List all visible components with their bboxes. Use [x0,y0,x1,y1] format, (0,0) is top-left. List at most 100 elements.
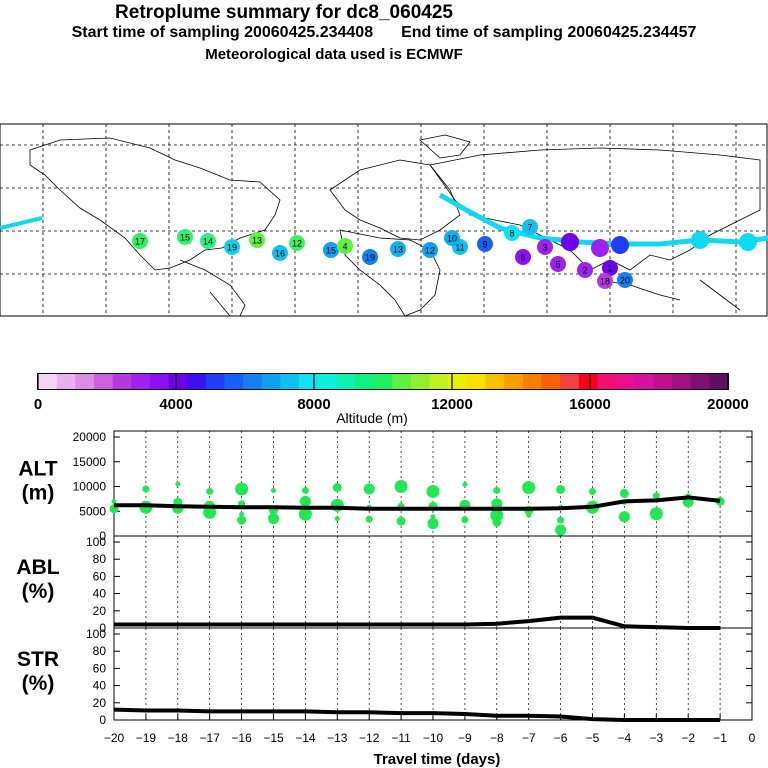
plume-marker: 18 [597,273,613,289]
y-tick-label: 15000 [73,455,107,469]
plume-marker: 7 [522,219,538,235]
colorbar-cell [429,374,449,389]
plume-blob [739,233,757,251]
scatter-point [142,485,150,493]
colorbar-cell [205,374,225,389]
plume-label: 15 [180,233,190,243]
scatter-point [239,511,245,517]
colorbar-tick-label: 12000 [431,396,473,413]
plume-marker: 2 [577,262,593,278]
plume-marker: 9 [477,236,493,252]
plume-marker: 17 [132,233,148,249]
plume-marker: 8 [504,225,520,241]
scatter-point [332,482,342,492]
plume-label: 11 [455,243,464,253]
plume-blob [691,231,709,249]
x-tick-label: −5 [586,731,600,745]
colorbar-cell [38,374,58,389]
colorbar-tick-label: 20000 [707,396,749,413]
plume-label: 16 [275,249,285,259]
plume-marker: 19 [224,239,240,255]
colorbar-cell [578,374,598,389]
colorbar-cell [112,374,132,389]
colorbar-cell [336,374,356,389]
end-time-label: End time of sampling 20060425.234457 [401,24,697,41]
plume-label: 19 [227,243,237,253]
colorbar-cell [560,374,580,389]
colorbar-cell [485,374,505,389]
scatter-point [522,480,536,494]
plume-label: 8 [509,229,514,239]
colorbar-cell [168,374,188,389]
plume-marker: 16 [272,245,288,261]
sampling-times: Start time of sampling 20060425.234408 En… [0,24,768,42]
x-tick-label: −4 [618,731,632,745]
scatter-point [461,516,469,524]
x-tick-label: −7 [522,731,536,745]
y-tick-label: 0 [99,713,106,727]
colorbar-cell [448,374,468,389]
x-tick-label: −2 [681,731,695,745]
colorbar-cell [541,374,561,389]
x-tick-label: −17 [200,731,221,745]
y-tick-label: 100 [86,627,106,641]
plume-label: 7 [527,223,532,233]
plume-marker: 3 [537,239,553,255]
plume-marker: 6 [515,249,531,265]
x-tick-label: −14 [295,731,316,745]
plume-label: 13 [393,245,403,255]
scatter-point [299,495,311,507]
scatter-point [618,511,630,523]
colorbar-cell [355,374,375,389]
colorbar-tick-label: 8000 [297,396,330,413]
scatter-point [462,482,468,488]
plume-marker: 1 [602,260,618,276]
y-tick-label: 40 [93,587,107,601]
colorbar-cell [504,374,524,389]
colorbar-cell [392,374,412,389]
colorbar-cell [224,374,244,389]
x-axis-title: Travel time (days) [374,751,501,768]
plume-marker: 10 [444,230,460,246]
colorbar-cell [690,374,710,389]
plume-label: 20 [620,276,630,286]
x-tick-label: −1 [713,731,727,745]
x-tick-label: −15 [263,731,284,745]
x-tick-label: −8 [490,731,504,745]
x-tick-label: −6 [554,731,568,745]
scatter-point [490,508,504,522]
plume-label: 18 [600,277,610,287]
scatter-point [394,480,408,493]
scatter-point [298,507,312,521]
colorbar-cell [56,374,76,389]
scatter-point [619,488,629,498]
y-tick-label: 0 [99,529,106,543]
x-tick-label: −13 [327,731,348,745]
y-axis-title: ABL [16,556,59,579]
plume-marker: 13 [249,232,265,248]
plume-label: 17 [135,237,145,247]
colorbar-cell [280,374,300,389]
y-tick-label: 20 [93,696,107,710]
y-axis-unit: (m) [22,482,55,505]
y-tick-label: 20000 [73,430,107,444]
plume-label: 10 [447,234,457,244]
y-tick-label: 100 [86,535,106,549]
colorbar-cell [243,374,263,389]
plume-label: 15 [326,246,336,256]
colorbar-tick-label: 16000 [569,396,611,413]
x-tick-label: −11 [391,731,411,745]
y-tick-label: 20 [93,604,107,618]
scatter-point [301,486,309,494]
scatter-point [235,482,249,496]
plume-label: 19 [365,253,375,263]
colorbar-cell [149,374,170,389]
scatter-point [365,515,373,523]
colorbar-cell [410,374,431,389]
plume-label: 9 [482,240,487,250]
plume-marker: 14 [200,233,216,249]
plume-label: 5 [555,260,560,270]
plume-marker: 12 [289,235,305,251]
plume-marker: 5 [550,256,566,272]
x-axis: −20 −19 −18 −17 −16 −15 −14 −13 −12 −11 −10 −9 −8 −7−… [104,714,756,745]
